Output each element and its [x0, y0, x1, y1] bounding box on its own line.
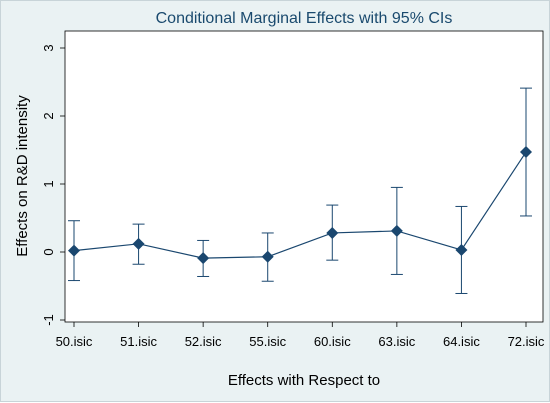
- x-axis-label: Effects with Respect to: [228, 372, 380, 389]
- data-point-3: [261, 250, 274, 263]
- x-axis: 50.isic 51.isic 52.isic 55.isic 60.isic 63.is…: [56, 322, 545, 349]
- y-tick-label-4: 3: [41, 44, 56, 51]
- data-point-6: [455, 243, 468, 256]
- y-tick-label-3: 2: [41, 112, 56, 119]
- y-tick-label-1: 0: [41, 248, 56, 255]
- data-point-1: [132, 237, 145, 250]
- x-tick-label-7: 72.isic: [508, 334, 545, 349]
- x-tick-label-1: 51.isic: [120, 334, 157, 349]
- series-layer: [68, 87, 532, 294]
- series-line: [73, 151, 527, 259]
- data-point-7: [520, 146, 532, 159]
- y-axis: -1 0 1 2 3: [41, 44, 65, 326]
- data-point-4: [326, 226, 339, 239]
- x-tick-label-0: 50.isic: [56, 334, 93, 349]
- y-tick-label-2: 1: [41, 180, 56, 187]
- x-tick-label-6: 64.isic: [443, 334, 480, 349]
- y-axis-label: Effects on R&D intensity: [14, 95, 31, 257]
- y-tick-label-0: -1: [41, 314, 56, 326]
- x-tick-label-2: 52.isic: [185, 334, 222, 349]
- plot-area: [64, 30, 544, 323]
- x-tick-label-4: 60.isic: [314, 334, 351, 349]
- x-tick-label-5: 63.isic: [378, 334, 415, 349]
- data-point-0: [68, 244, 80, 257]
- x-tick-label-3: 55.isic: [249, 334, 286, 349]
- data-point-5: [390, 224, 403, 237]
- data-point-2: [197, 252, 210, 265]
- chart-title: Conditional Marginal Effects with 95% CI…: [156, 10, 453, 27]
